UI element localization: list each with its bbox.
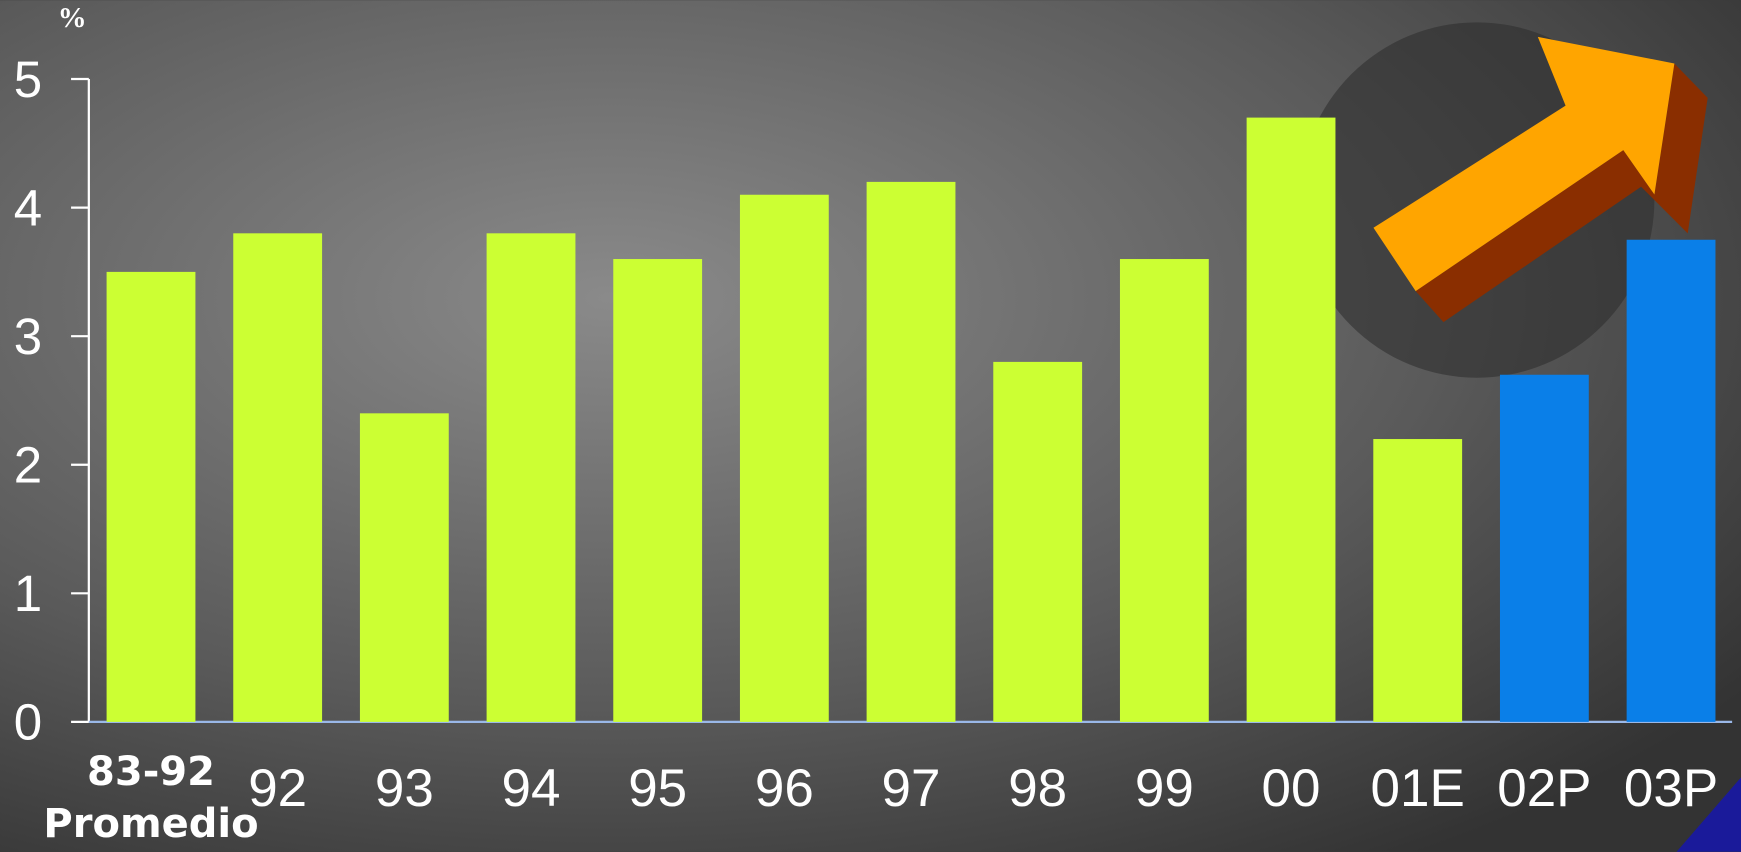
y-tick-label: 4 [14,179,42,236]
y-axis-label: % [58,2,87,34]
bar [993,361,1083,722]
bar [106,271,196,722]
x-tick-label: 01E [1370,759,1465,819]
x-tick-label: 99 [1134,759,1194,819]
x-tick-label: 95 [628,759,688,819]
x-tick-label: 96 [754,759,814,819]
x-tick-label: 92 [248,759,308,819]
bar [233,233,323,722]
bar [739,194,829,722]
x-tick-label: 98 [1008,759,1068,819]
x-tick-label: 02P [1497,759,1592,819]
bar [1626,239,1716,722]
x-tick-label: 03P [1623,759,1719,819]
bar [613,259,703,722]
y-tick-label: 1 [14,565,42,622]
bar [1119,259,1209,722]
x-tick-label: 83-92 Promedio [43,749,259,848]
bar [1373,439,1463,722]
x-tick-label: 00 [1261,759,1321,819]
x-tick-label: 94 [501,759,561,819]
y-tick-label: 2 [14,437,42,494]
bar [1499,374,1589,722]
y-tick-label: 5 [14,51,42,108]
bar [866,181,956,722]
bar [1246,117,1336,722]
y-tick-label: 3 [14,308,42,365]
y-tick-label: 0 [14,694,42,751]
arrow [1373,36,1675,292]
arrow-side [1415,63,1708,323]
x-tick-label: 97 [881,759,941,819]
x-tick-label: 93 [374,759,434,819]
bar [486,233,576,722]
bar [359,413,449,722]
